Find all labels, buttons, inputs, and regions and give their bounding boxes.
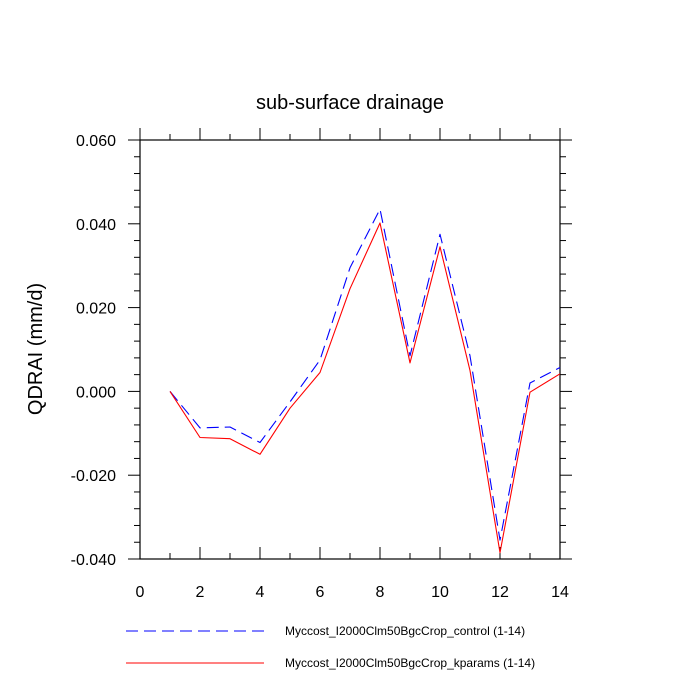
legend: Myccost_I2000Clm50BgcCrop_control (1-14)… <box>126 624 535 670</box>
y-tick-label: 0.040 <box>76 217 116 234</box>
x-tick-label: 0 <box>136 584 145 601</box>
series-line <box>169 222 561 554</box>
x-tick-label: 4 <box>256 584 265 601</box>
x-tick-label: 6 <box>316 584 325 601</box>
plot-frame <box>139 139 561 560</box>
legend-label: Myccost_I2000Clm50BgcCrop_kparams (1-14) <box>285 656 535 670</box>
x-tick-label: 8 <box>376 584 385 601</box>
x-tick-label: 14 <box>551 584 569 601</box>
series-group <box>169 208 561 554</box>
series-line <box>169 208 561 541</box>
x-tick-label: 12 <box>491 584 509 601</box>
x-tick-label: 10 <box>431 584 449 601</box>
y-tick-label: -0.020 <box>71 468 116 485</box>
y-tick-label: -0.040 <box>71 552 116 569</box>
legend-label: Myccost_I2000Clm50BgcCrop_control (1-14) <box>285 624 525 638</box>
y-tick-label: 0.000 <box>76 384 116 401</box>
x-tick-label: 2 <box>196 584 205 601</box>
y-tick-label: 0.020 <box>76 301 116 318</box>
chart-title: sub-surface drainage <box>256 92 444 114</box>
plot-area: 0 2 4 6 8 10 12 14 -0.040 -0.020 0.000 0.020 0.040 0.… <box>71 128 572 601</box>
y-axis-label: QDRAI (mm/d) <box>25 283 47 415</box>
y-tick-label: 0.060 <box>76 133 116 150</box>
